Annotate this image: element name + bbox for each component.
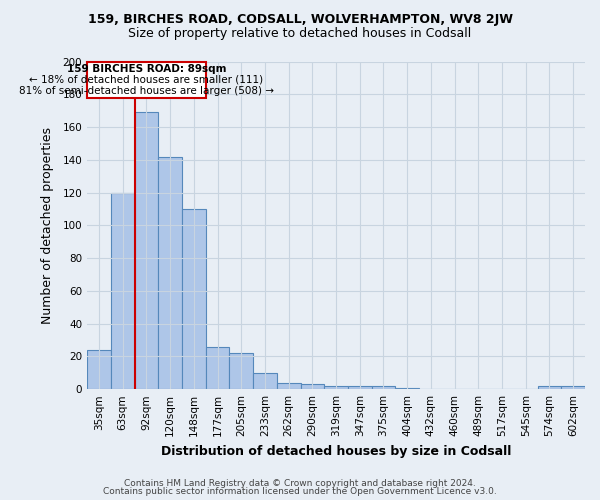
Text: 159 BIRCHES ROAD: 89sqm: 159 BIRCHES ROAD: 89sqm [67,64,226,74]
Text: ← 18% of detached houses are smaller (111): ← 18% of detached houses are smaller (11… [29,75,263,85]
Bar [182,209,206,389]
Bar [111,192,134,389]
Bar [253,373,277,389]
Bar [277,382,301,389]
Bar [371,386,395,389]
Bar [158,156,182,389]
Y-axis label: Number of detached properties: Number of detached properties [41,127,54,324]
Bar [134,112,158,389]
Bar [538,386,561,389]
Bar [87,62,206,98]
Text: Size of property relative to detached houses in Codsall: Size of property relative to detached ho… [128,28,472,40]
Text: 81% of semi-detached houses are larger (508) →: 81% of semi-detached houses are larger (… [19,86,274,96]
Bar [561,386,585,389]
Bar [324,386,348,389]
Bar [395,388,419,389]
Text: Contains public sector information licensed under the Open Government Licence v3: Contains public sector information licen… [103,487,497,496]
X-axis label: Distribution of detached houses by size in Codsall: Distribution of detached houses by size … [161,444,511,458]
Bar [87,350,111,389]
Bar [348,386,371,389]
Bar [301,384,324,389]
Bar [206,346,229,389]
Text: Contains HM Land Registry data © Crown copyright and database right 2024.: Contains HM Land Registry data © Crown c… [124,478,476,488]
Text: 159, BIRCHES ROAD, CODSALL, WOLVERHAMPTON, WV8 2JW: 159, BIRCHES ROAD, CODSALL, WOLVERHAMPTO… [88,12,512,26]
Bar [229,353,253,389]
